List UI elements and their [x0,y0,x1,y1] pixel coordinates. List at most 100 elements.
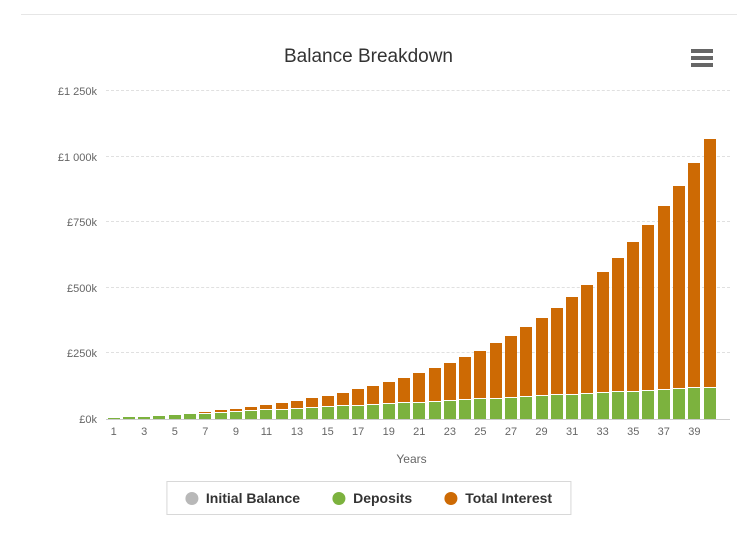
bar-slot-year-12 [274,92,289,419]
bar-segment-deposits [489,398,502,419]
bar-year-11[interactable] [260,92,273,419]
bar-year-17[interactable] [352,92,365,419]
bar-year-34[interactable] [611,92,624,419]
bar-year-30[interactable] [550,92,563,419]
x-axis-label [335,426,350,438]
legend-marker-icon [332,491,346,505]
bar-year-6[interactable] [184,92,197,419]
bar-year-18[interactable] [367,92,380,419]
bar-slot-year-25 [473,92,488,419]
bar-year-19[interactable] [382,92,395,419]
bar-segment-deposits [443,400,456,419]
bar-year-25[interactable] [474,92,487,419]
bar-year-32[interactable] [581,92,594,419]
x-axis-label [641,426,656,438]
bar-year-35[interactable] [627,92,640,419]
bar-year-15[interactable] [321,92,334,419]
bar-year-33[interactable] [596,92,609,419]
bar-year-1[interactable] [107,92,120,419]
bar-segment-total-interest [245,406,258,412]
bar-segment-deposits [199,413,212,419]
bar-year-24[interactable] [459,92,472,419]
bar-segment-deposits [306,408,319,419]
bar-segment-total-interest [489,343,502,399]
bar-segment-total-interest [443,362,456,401]
bar-segment-total-interest [504,335,517,398]
bar-segment-total-interest [352,389,365,406]
bar-segment-total-interest [168,414,181,416]
chart-context-menu-button[interactable] [689,48,715,68]
bar-year-5[interactable] [168,92,181,419]
bar-year-27[interactable] [504,92,517,419]
bar-segment-total-interest [673,185,686,390]
bar-year-29[interactable] [535,92,548,419]
bar-year-31[interactable] [566,92,579,419]
bar-segment-deposits [153,415,166,419]
legend-item-initial[interactable]: Initial Balance [184,490,300,506]
bar-year-14[interactable] [306,92,319,419]
x-axis-label: 37 [657,426,670,438]
bar-slot-year-28 [519,92,534,419]
bar-slot-year-19 [381,92,396,419]
bar-year-26[interactable] [489,92,502,419]
bar-year-37[interactable] [657,92,670,419]
x-axis-label [519,426,534,438]
bar-year-22[interactable] [428,92,441,419]
chart-title: Balance Breakdown [284,46,453,67]
x-axis-label [427,426,442,438]
x-axis-label [457,426,472,438]
bar-segment-deposits [550,395,563,419]
x-axis-label: 1 [110,426,117,438]
bar-segment-total-interest [275,403,288,410]
x-axis-label: 19 [382,426,395,438]
bar-year-8[interactable] [214,92,227,419]
bar-slot-year-26 [488,92,503,419]
bar-segment-total-interest [184,413,197,415]
bar-slot-year-37 [656,92,671,419]
gridline [106,221,730,223]
bar-year-9[interactable] [229,92,242,419]
bar-segment-total-interest [153,414,166,416]
gridline [106,352,730,354]
hamburger-icon [691,56,713,60]
legend-item-deposits[interactable]: Deposits [332,490,412,506]
bar-slot-year-20 [396,92,411,419]
x-axis-label [213,426,228,438]
bar-segment-deposits [627,391,640,419]
bar-year-4[interactable] [153,92,166,419]
legend-item-label: Deposits [353,490,413,506]
bar-segment-total-interest [260,405,273,411]
x-axis-label [396,426,411,438]
bar-year-7[interactable] [199,92,212,419]
bar-year-28[interactable] [520,92,533,419]
bar-slot-year-34 [610,92,625,419]
bar-year-21[interactable] [413,92,426,419]
bar-year-2[interactable] [122,92,135,419]
bar-segment-deposits [428,401,441,419]
bar-year-20[interactable] [397,92,410,419]
bar-year-10[interactable] [245,92,258,419]
bar-year-38[interactable] [673,92,686,419]
legend-marker-icon [184,491,198,505]
bar-year-36[interactable] [642,92,655,419]
legend-item-interest[interactable]: Total Interest [444,490,552,506]
bar-year-40[interactable] [703,92,716,419]
x-axis-label [580,426,595,438]
x-axis-label: 33 [596,426,609,438]
bar-slot-year-18 [366,92,381,419]
bar-year-39[interactable] [688,92,701,419]
bar-segment-total-interest [122,416,135,418]
bar-year-12[interactable] [275,92,288,419]
bar-segment-deposits [168,415,181,419]
legend: Initial Balance Deposits Total Interest [165,481,572,515]
bar-year-16[interactable] [336,92,349,419]
x-axis-label [182,426,197,438]
bar-slot-year-23 [442,92,457,419]
bar-year-13[interactable] [291,92,304,419]
bar-year-3[interactable] [138,92,151,419]
bar-segment-deposits [581,393,594,419]
bar-segment-deposits [138,416,151,419]
bar-segment-total-interest [627,241,640,392]
gridline [106,90,730,91]
bar-year-23[interactable] [443,92,456,419]
